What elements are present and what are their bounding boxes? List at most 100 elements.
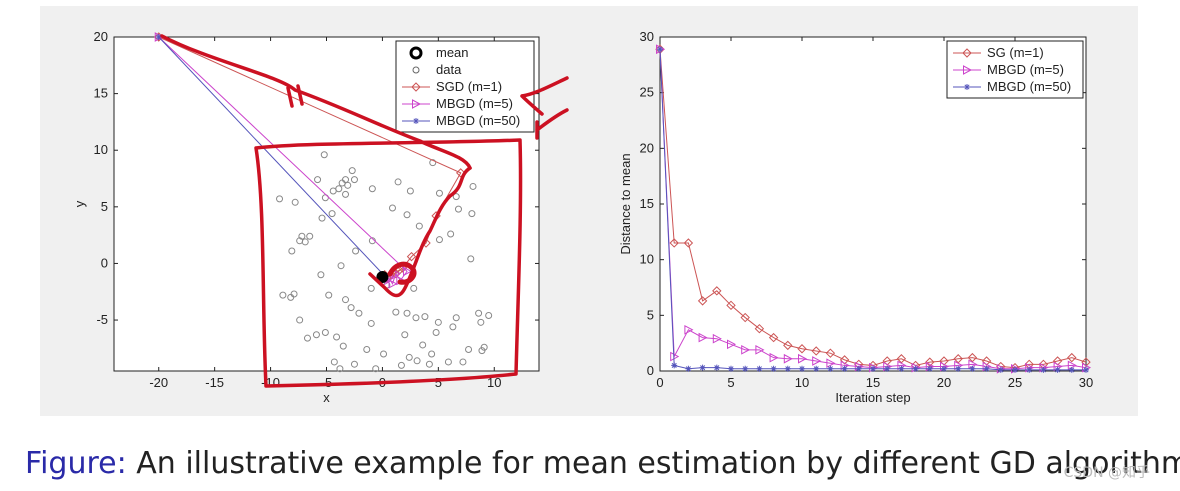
data-point bbox=[352, 247, 360, 255]
data-point bbox=[321, 329, 329, 337]
data-point bbox=[336, 365, 344, 373]
right-series-marker-2 bbox=[699, 364, 706, 371]
right-series-marker-0 bbox=[882, 356, 892, 366]
data-point bbox=[415, 222, 423, 230]
right-series-marker-2 bbox=[1068, 366, 1075, 373]
right-series-marker-2 bbox=[1054, 366, 1061, 373]
right-series-marker-1 bbox=[670, 351, 680, 362]
data-point bbox=[425, 360, 433, 368]
data-point bbox=[355, 309, 363, 317]
left-chart-x-axis-label: x bbox=[323, 390, 330, 405]
right-series-marker-2 bbox=[799, 365, 805, 372]
data-point bbox=[449, 323, 457, 331]
data-point bbox=[434, 318, 442, 326]
left-chart-legend: mean data SGD (m=1) MBGD (m=5) MBGD (m=50) bbox=[395, 40, 535, 133]
data-point bbox=[467, 255, 475, 263]
right-series-marker-2 bbox=[1026, 366, 1033, 373]
data-point bbox=[367, 319, 375, 327]
right-series-marker-2 bbox=[728, 365, 734, 372]
right-series-marker-2 bbox=[983, 365, 990, 372]
data-point bbox=[469, 182, 477, 190]
watermark-text: CSDN @知乎 bbox=[1063, 465, 1150, 481]
right-series-marker-2 bbox=[1012, 366, 1018, 373]
right-series-marker-2 bbox=[827, 365, 834, 372]
right-series-marker-0 bbox=[783, 340, 793, 351]
right-chart-x-tick-label: 0 bbox=[656, 375, 663, 390]
data-point bbox=[394, 178, 402, 186]
left-chart-y-tick-label: 15 bbox=[94, 86, 108, 101]
data-point bbox=[350, 360, 358, 368]
data-point bbox=[435, 189, 443, 197]
annotation-box bbox=[254, 138, 523, 388]
figure-caption: Figure: An illustrative example for mean… bbox=[25, 446, 1180, 481]
data-point bbox=[276, 195, 284, 203]
data-point bbox=[452, 193, 460, 201]
left-chart-y-axis-label: y bbox=[72, 200, 87, 207]
right-chart-legend-label: SG (m=1) bbox=[987, 45, 1044, 60]
right-chart-y-tick-label: 30 bbox=[640, 29, 654, 44]
data-point bbox=[429, 159, 437, 167]
right-series-marker-1 bbox=[727, 339, 737, 350]
right-chart-x-tick-label: 15 bbox=[866, 375, 880, 390]
left-chart-y-tick-label: 0 bbox=[101, 255, 108, 270]
right-chart-y-axis-label: Distance to mean bbox=[618, 153, 633, 254]
left-series-marker-0 bbox=[406, 251, 417, 262]
left-series-marker-0 bbox=[456, 168, 466, 178]
right-series-marker-1 bbox=[684, 324, 694, 335]
right-series-marker-2 bbox=[941, 365, 947, 372]
left-chart-legend-label: MBGD (m=50) bbox=[436, 113, 520, 128]
data-point bbox=[428, 350, 436, 358]
data-point bbox=[388, 204, 396, 212]
annotation-stroke-upper bbox=[160, 34, 472, 170]
data-point bbox=[410, 284, 418, 292]
data-point bbox=[333, 333, 341, 341]
data-point bbox=[397, 361, 405, 369]
data-point bbox=[468, 210, 476, 218]
left-chart-legend-marker bbox=[412, 99, 422, 109]
data-point bbox=[368, 185, 376, 193]
right-series-marker-0 bbox=[754, 323, 765, 334]
right-series-marker-0 bbox=[797, 344, 807, 354]
right-chart-y-tick-label: 5 bbox=[647, 307, 654, 322]
data-point bbox=[454, 205, 462, 213]
data-point bbox=[403, 309, 411, 317]
data-point bbox=[412, 314, 420, 322]
data-point bbox=[421, 313, 429, 321]
right-series-marker-2 bbox=[841, 365, 848, 372]
right-series-marker-0 bbox=[726, 300, 736, 311]
right-chart-x-tick-label: 30 bbox=[1079, 375, 1093, 390]
right-chart-legend-marker bbox=[963, 65, 973, 75]
data-point bbox=[419, 341, 427, 349]
left-chart-legend-label: SGD (m=1) bbox=[436, 79, 502, 94]
right-series-marker-2 bbox=[742, 365, 749, 372]
data-point bbox=[303, 334, 311, 342]
right-series-marker-2 bbox=[870, 365, 876, 372]
right-chart-x-tick-label: 20 bbox=[937, 375, 951, 390]
right-series-marker-2 bbox=[671, 362, 678, 369]
right-series-marker-1 bbox=[783, 353, 793, 364]
left-chart-y-tick-label: 10 bbox=[94, 142, 108, 157]
data-point bbox=[475, 309, 483, 317]
right-chart-y-tick-label: 0 bbox=[647, 363, 654, 378]
data-point bbox=[432, 329, 440, 337]
right-chart-x-tick-label: 10 bbox=[795, 375, 809, 390]
data-point bbox=[363, 345, 371, 353]
right-series-marker-2 bbox=[685, 365, 692, 372]
right-series-marker-2 bbox=[898, 365, 905, 372]
caption-text: An illustrative example for mean estimat… bbox=[136, 446, 1180, 481]
right-series-marker-2 bbox=[784, 365, 791, 372]
data-point bbox=[347, 304, 355, 312]
data-point bbox=[350, 176, 358, 184]
right-series-marker-0 bbox=[1052, 356, 1063, 366]
right-chart-x-axis-label: Iteration step bbox=[835, 390, 910, 405]
annotation-blob bbox=[387, 261, 417, 285]
data-point bbox=[329, 187, 337, 195]
data-point bbox=[459, 358, 467, 366]
left-chart-x-tick-label: -5 bbox=[321, 375, 333, 390]
right-chart-x-tick-label: 5 bbox=[727, 375, 734, 390]
left-chart-x-tick-label: 10 bbox=[487, 375, 501, 390]
right-series-marker-0 bbox=[669, 238, 679, 248]
data-point bbox=[452, 314, 460, 322]
right-series-marker-2 bbox=[657, 46, 663, 53]
right-series-marker-1 bbox=[698, 332, 708, 343]
